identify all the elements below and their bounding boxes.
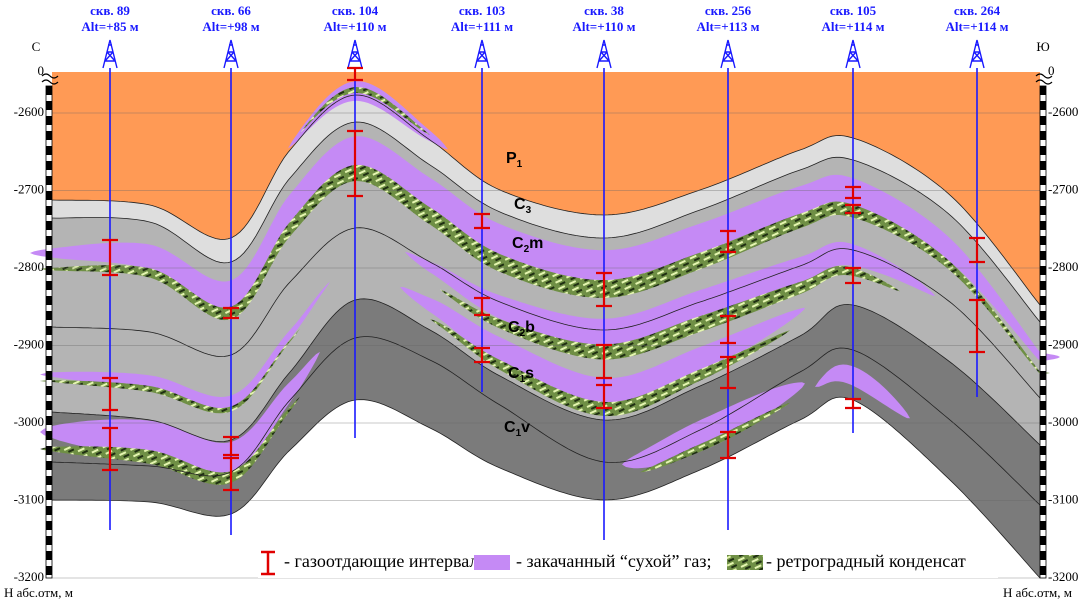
layer-symbol: C	[512, 235, 524, 252]
layer-suffix: s	[525, 365, 534, 382]
tick-label: -2900	[14, 336, 44, 351]
tick-label: -3000	[14, 414, 44, 429]
well-altitude: Alt=+110 м	[323, 19, 386, 34]
derrick	[103, 40, 117, 68]
layer-suffix: m	[529, 235, 543, 252]
derrick	[846, 40, 860, 68]
derrick	[597, 40, 611, 68]
legend-text: - газоотдающие интервалы;	[284, 551, 495, 571]
tick-label: -2900	[1048, 336, 1078, 351]
tick-label: -2700	[14, 181, 44, 196]
well-name: скв. 105	[830, 3, 877, 18]
legend-text: - закачанный “сухой” газ;	[516, 551, 712, 571]
layer-symbol: P	[506, 150, 517, 167]
layer-suffix: v	[521, 419, 530, 436]
legend-text: - ретроградный конденсат	[766, 551, 966, 571]
well-altitude: Alt=+113 м	[696, 19, 759, 34]
tick-label: -3200	[1048, 569, 1078, 584]
cross-section: С Ю - газоотдающие интервалы; - закачанн…	[0, 0, 1083, 604]
axis-title: Н абс.отм, м	[1003, 585, 1072, 600]
layer-symbol: C	[514, 196, 526, 213]
tick-label: -3100	[1048, 491, 1078, 506]
well-name: скв. 89	[90, 3, 130, 18]
tick-label: -3000	[1048, 414, 1078, 429]
tick-label: -2700	[1048, 181, 1078, 196]
derrick	[475, 40, 489, 68]
well-altitude: Alt=+111 м	[451, 19, 513, 34]
layer-index: 1	[517, 159, 523, 170]
well-altitude: Alt=+110 м	[572, 19, 635, 34]
well-altitude: Alt=+98 м	[202, 19, 259, 34]
derrick	[224, 40, 238, 68]
tick-label: -2600	[14, 104, 44, 119]
layer-symbol: C	[504, 419, 516, 436]
well-name: скв. 103	[459, 3, 506, 18]
layer-index: 3	[526, 205, 532, 216]
layer-symbol: C	[508, 319, 520, 336]
well-altitude: Alt=+85 м	[81, 19, 138, 34]
derrick	[721, 40, 735, 68]
legend: - газоотдающие интервалы; - закачанный “…	[258, 548, 998, 578]
well-name: скв. 66	[211, 3, 251, 18]
well-name: скв. 38	[584, 3, 624, 18]
tick-label: -3100	[14, 491, 44, 506]
side-label: Ю	[1036, 39, 1049, 54]
well-altitude: Alt=+114 м	[821, 19, 884, 34]
axis-title: Н абс.отм, м	[4, 585, 73, 600]
derrick	[970, 40, 984, 68]
well-name: скв. 104	[332, 3, 379, 18]
layer-symbol: C	[508, 365, 520, 382]
side-label: С	[32, 39, 41, 54]
well-name: скв. 264	[954, 3, 1001, 18]
well-altitude: Alt=+114 м	[945, 19, 1008, 34]
tick-label: -2800	[14, 259, 44, 274]
well-name: скв. 256	[705, 3, 752, 18]
legend-condensate-icon	[727, 555, 763, 570]
layer-suffix: b	[525, 319, 535, 336]
tick-label: 0	[1048, 63, 1055, 78]
derrick	[348, 40, 362, 68]
tick-label: -2800	[1048, 259, 1078, 274]
legend-gas-icon	[474, 555, 510, 570]
tick-label: -2600	[1048, 104, 1078, 119]
tick-label: -3200	[14, 569, 44, 584]
